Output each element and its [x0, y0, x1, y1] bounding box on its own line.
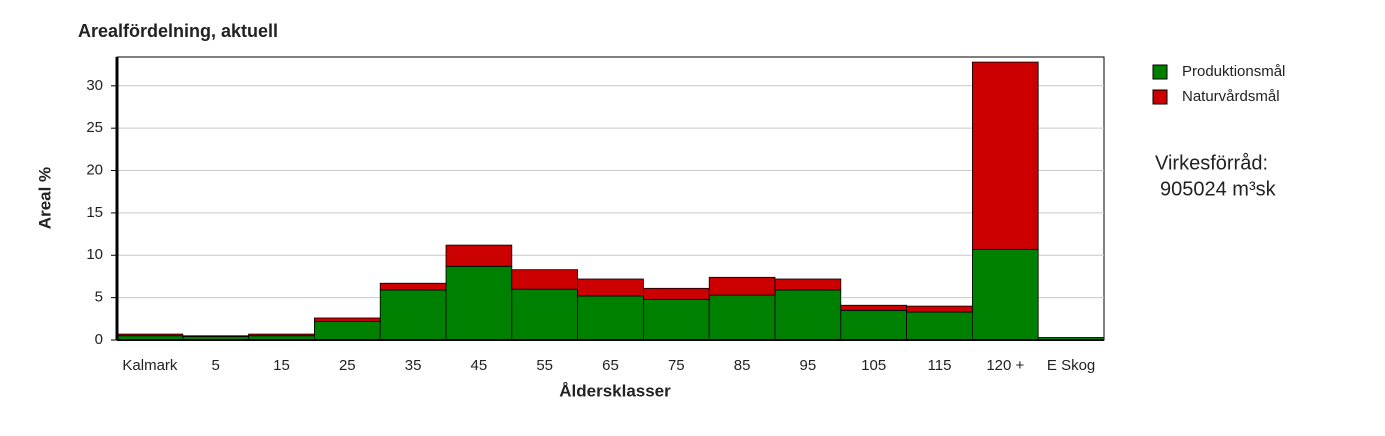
y-axis-label: Areal %: [35, 167, 54, 229]
y-tick-label: 10: [86, 246, 103, 263]
y-tick-label: 25: [86, 119, 103, 136]
bar-segment: [511, 288, 578, 341]
x-tick-label: Kalmark: [122, 357, 178, 374]
legend-label: Naturvårdsmål: [1182, 88, 1280, 105]
bar-segment: [972, 61, 1039, 250]
x-tick-label: 85: [734, 357, 751, 374]
bar-segment: [906, 305, 973, 313]
y-tick-label: 15: [86, 204, 103, 221]
legend-swatch: [1152, 64, 1168, 80]
bar-segment: [445, 265, 513, 341]
x-tick-label: 45: [471, 357, 488, 374]
bar-segment: [379, 282, 447, 291]
bar-segment: [774, 278, 842, 291]
bar-segment: [313, 320, 381, 341]
bar-segment: [379, 289, 447, 341]
x-tick-label: E Skog: [1047, 357, 1095, 374]
x-tick-label: 25: [339, 357, 356, 374]
x-tick-label: 105: [861, 357, 886, 374]
y-tick-label: 5: [95, 289, 103, 306]
bar-segment: [182, 335, 250, 338]
x-tick-label: 75: [668, 357, 685, 374]
bar-segment: [313, 317, 381, 322]
annotation: Virkesförråd:: [1155, 152, 1268, 174]
bar-segment: [116, 333, 184, 337]
annotation: 905024 m³sk: [1160, 178, 1277, 200]
x-tick-label: 95: [800, 357, 817, 374]
bar-segment: [248, 333, 315, 337]
bar-segment: [577, 278, 644, 297]
bar-segment: [840, 304, 907, 311]
chart-title: Arealfördelning, aktuell: [78, 21, 278, 41]
bar-segment: [643, 298, 710, 341]
x-tick-label: 35: [405, 357, 422, 374]
bar-segment: [708, 276, 776, 296]
x-axis-label: Åldersklasser: [559, 381, 671, 400]
x-tick-label: 65: [602, 357, 619, 374]
x-tick-label: 15: [273, 357, 290, 374]
y-tick-label: 20: [86, 162, 103, 179]
bar-segment: [708, 294, 776, 341]
legend-swatch: [1152, 89, 1168, 105]
bar-segment: [840, 309, 907, 341]
x-tick-label: 115: [928, 357, 952, 374]
y-tick-label: 0: [95, 331, 103, 348]
bar-segment: [511, 269, 578, 290]
x-tick-label: 55: [536, 357, 553, 374]
x-tick-label: 5: [212, 357, 220, 374]
bar-segment: [972, 248, 1039, 341]
y-tick-label: 30: [86, 77, 103, 94]
legend-label: Produktionsmål: [1182, 63, 1285, 80]
bar-segment: [445, 244, 513, 267]
bar-segment: [906, 311, 973, 341]
bar-segment: [643, 287, 710, 300]
bar-segment: [774, 289, 842, 341]
bar-segment: [577, 295, 644, 341]
x-tick-label: 120 +: [986, 357, 1024, 374]
